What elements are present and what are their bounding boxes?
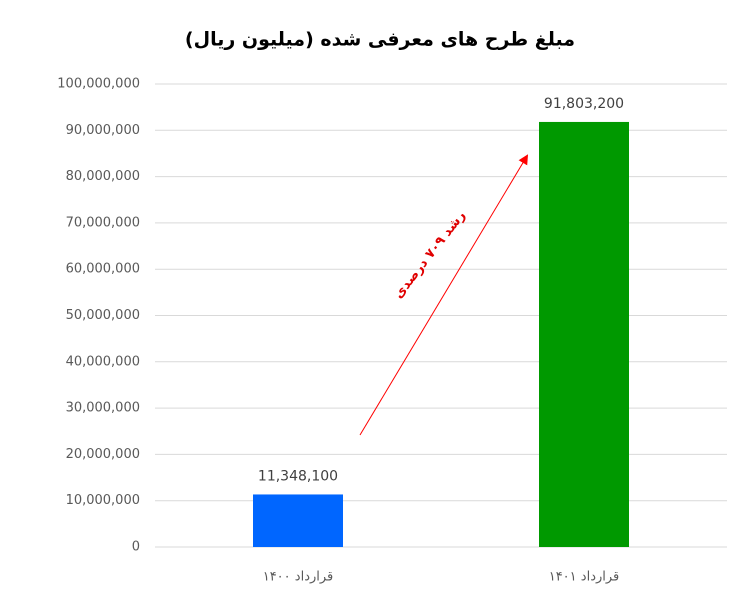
value-label: 91,803,200 [544, 96, 624, 112]
growth-arrow [359, 154, 529, 436]
value-label: 11,348,100 [258, 468, 338, 484]
y-tick-label: 30,000,000 [66, 401, 140, 416]
x-tick-label: قرارداد ۱۴۰۱ [549, 570, 620, 585]
bar [253, 494, 343, 547]
y-tick-label: 40,000,000 [66, 354, 140, 369]
y-tick-label: 0 [132, 540, 140, 555]
y-tick-label: 20,000,000 [66, 447, 140, 462]
y-tick-label: 70,000,000 [66, 215, 140, 230]
y-tick-label: 80,000,000 [66, 169, 140, 184]
y-tick-label: 50,000,000 [66, 308, 140, 323]
x-tick-label: قرارداد ۱۴۰۰ [263, 570, 334, 585]
y-tick-label: 90,000,000 [66, 123, 140, 138]
y-tick-label: 60,000,000 [66, 262, 140, 277]
y-tick-label: 100,000,000 [57, 77, 140, 92]
y-tick-label: 10,000,000 [66, 493, 140, 508]
annotation: رشد ۷۰۹ درصدی [391, 208, 469, 301]
chart-title: مبلغ طرح های معرفی شده (میلیون ریال) [185, 29, 575, 51]
bar [539, 121, 629, 548]
